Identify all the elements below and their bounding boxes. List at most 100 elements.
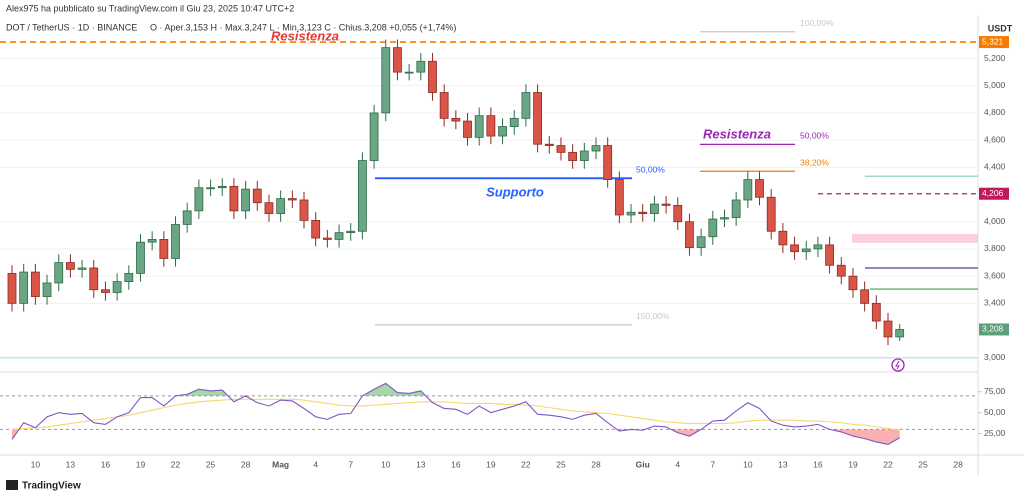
candle-body <box>334 232 344 240</box>
rsi-line <box>11 382 900 446</box>
candle-body <box>357 160 367 232</box>
candle-body <box>813 244 823 250</box>
x-tick-label: Mag <box>272 459 289 469</box>
x-tick-label: 16 <box>451 459 461 469</box>
x-tick-label: 16 <box>101 459 111 469</box>
y-tick-label: 3,600 <box>984 270 1006 280</box>
candle-body <box>124 273 134 282</box>
alert-bolt <box>895 360 900 370</box>
brand: TradingView <box>22 481 81 492</box>
candle-body <box>755 179 764 198</box>
author-line: Alex975 ha pubblicato su TradingView.com… <box>6 3 294 13</box>
candle-body <box>147 239 157 243</box>
x-tick-label: 25 <box>556 459 566 469</box>
y-tick-label: 25,00 <box>984 428 1006 438</box>
candle-body <box>30 271 40 297</box>
candle-body <box>871 302 881 322</box>
x-tick-label: 4 <box>313 459 318 469</box>
candle-body <box>626 211 636 216</box>
y-tick-label: 75,00 <box>984 386 1006 396</box>
candle-body <box>556 145 566 153</box>
candle-body <box>322 237 332 240</box>
overbought-fill <box>175 383 426 396</box>
candle-body <box>825 244 834 266</box>
candle-body <box>299 199 309 221</box>
x-tick-label: 28 <box>241 459 251 469</box>
candle-body <box>614 179 624 216</box>
y-tick-label: 5,200 <box>984 53 1006 63</box>
candle-body <box>778 230 788 246</box>
x-tick-label: 10 <box>31 459 41 469</box>
candle-body <box>19 271 29 304</box>
candle-body <box>544 143 554 146</box>
y-tick-label: 3,800 <box>984 243 1006 253</box>
x-tick-label: Giu <box>636 459 650 469</box>
candle-body <box>883 320 893 338</box>
candle-body <box>579 150 589 161</box>
rsi-ma-line <box>11 398 900 431</box>
candle-body <box>790 244 799 253</box>
candle-body <box>603 145 613 180</box>
fib-label: 38,20% <box>800 158 829 168</box>
logo-icon <box>6 480 18 490</box>
candle-body <box>591 145 601 152</box>
y-tick-label: 4,000 <box>984 216 1006 226</box>
candle-body <box>136 241 145 274</box>
candle-body <box>568 151 578 161</box>
x-tick-label: 16 <box>813 459 823 469</box>
candle-body <box>638 211 648 214</box>
candle-body <box>451 117 461 122</box>
candle-body <box>486 115 496 137</box>
candle-body <box>89 267 99 291</box>
ohlc: O · Aper.3,153 H · Max.3,247 L · Min.3,1… <box>150 22 456 32</box>
candle-body <box>77 267 87 270</box>
candle-body <box>241 188 251 212</box>
x-tick-label: 7 <box>348 459 353 469</box>
candle-body <box>54 262 64 284</box>
candle-body <box>848 275 858 291</box>
candle-body <box>474 115 484 138</box>
candle-body <box>42 282 52 297</box>
last-price-label: 3,208 <box>982 324 1004 334</box>
x-tick-label: 19 <box>848 459 858 469</box>
candle-body <box>521 92 531 119</box>
candle-body <box>206 187 215 190</box>
candle-body <box>673 205 683 223</box>
zone <box>852 233 978 243</box>
candle-body <box>369 112 379 161</box>
candle-body <box>801 248 811 253</box>
level-label-box <box>979 187 1009 200</box>
candle-body <box>439 92 449 119</box>
alert-icon <box>891 358 905 372</box>
candle-body <box>685 221 694 248</box>
candle-body <box>650 203 659 214</box>
x-tick-label: 28 <box>953 459 963 469</box>
candle-body <box>895 329 905 338</box>
y-tick-label: 4,800 <box>984 107 1006 117</box>
candle-body <box>404 71 414 74</box>
x-tick-label: 28 <box>591 459 601 469</box>
candle-body <box>217 185 227 189</box>
last-price-box <box>979 323 1009 336</box>
candle-body <box>860 289 870 304</box>
x-tick-label: 22 <box>883 459 893 469</box>
y-tick-label: 3,000 <box>984 352 1006 362</box>
candle-body <box>743 179 753 201</box>
candle-body <box>696 236 706 248</box>
candle-body <box>287 198 297 201</box>
annotation: Supporto <box>486 184 544 199</box>
candle-body <box>346 230 356 234</box>
level-label-box <box>979 36 1009 49</box>
brand-logo: TradingView <box>6 480 81 492</box>
currency: USDT <box>988 23 1013 33</box>
fib-label: 50,00% <box>636 164 665 174</box>
candle-body <box>509 117 519 127</box>
candle-body <box>731 199 741 219</box>
candle-body <box>381 47 391 114</box>
candle-body <box>720 217 729 220</box>
candle-body <box>708 218 718 238</box>
y-tick-label: 3,400 <box>984 298 1006 308</box>
candle-body <box>766 196 776 232</box>
candle-body <box>229 185 239 212</box>
